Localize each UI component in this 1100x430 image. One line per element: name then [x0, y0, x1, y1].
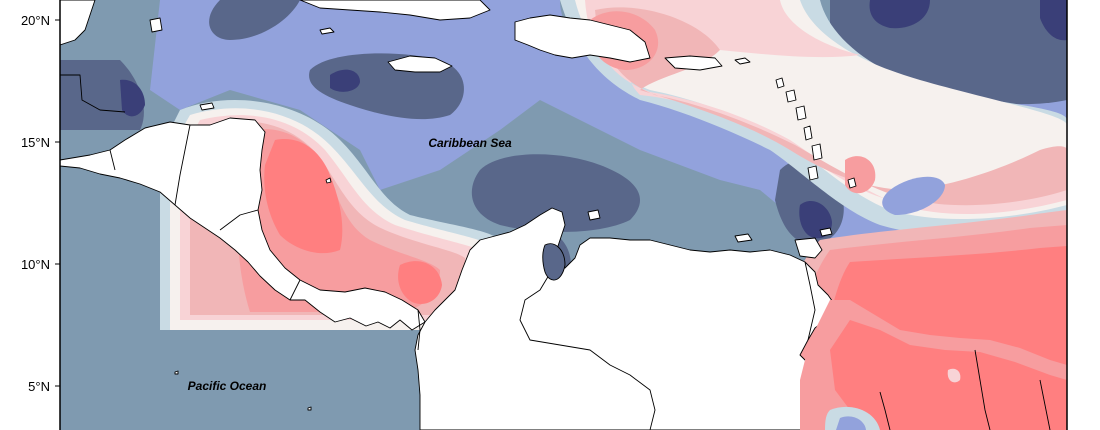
tick-label-20n: 20°N [21, 13, 50, 28]
island-antilles-3 [795, 105, 807, 121]
label-caribbean-sea: Caribbean Sea [428, 136, 512, 150]
island-antilles-1 [775, 77, 785, 89]
anomaly-overlay-guianas-light-patch [947, 368, 961, 383]
island-pacific-dot-2 [307, 406, 312, 411]
anomaly-zone-periwinkle-east-patch [882, 176, 945, 215]
latitude-axis: 20°N 15°N 10°N 5°N [21, 13, 60, 394]
tick-label-10n: 10°N [21, 257, 50, 272]
border-mexico-belize [60, 74, 126, 113]
lake-maracaibo-shore [542, 243, 566, 281]
border-guyana-suriname [879, 391, 891, 430]
anomaly-zone-dark-slate-east-honduras [60, 60, 144, 130]
anomaly-overlay-guianas-periwinkle-south [836, 416, 866, 430]
island-san-andres [325, 177, 332, 184]
border-suriname-french-guiana [974, 349, 991, 430]
island-antilles-4 [803, 125, 813, 141]
border-central-america-5 [417, 309, 421, 351]
island-cayman [319, 27, 335, 35]
island-puerto-rico [664, 55, 723, 71]
anomaly-zone-dark-slate-north-west [209, 0, 300, 40]
border-central-america-1 [109, 149, 116, 171]
island-antilles-2 [785, 89, 797, 103]
island-barbados [847, 177, 857, 189]
island-pacific-dot [174, 370, 179, 375]
border-central-america-4 [289, 279, 301, 301]
island-hispaniola [514, 14, 651, 63]
anomaly-zone-very-dark-blue-honduras [120, 79, 145, 117]
island-jamaica [387, 55, 453, 73]
anomaly-zone-very-dark-blue-cuba [330, 69, 360, 92]
anomaly-zone-coral-west [264, 139, 343, 254]
island-antilles-5 [811, 143, 823, 161]
anomaly-zone-very-dark-blue-northeast [869, 0, 930, 29]
island-bay-islands [199, 102, 215, 111]
anomaly-zone-coral-panama [398, 261, 442, 305]
anomaly-zone-very-dark-blue-far-northeast [1040, 0, 1067, 41]
island-virgin-islands [734, 57, 751, 65]
island-tobago [819, 227, 833, 237]
border-central-america-2 [174, 124, 191, 206]
border-venezuela-guyana [804, 261, 816, 341]
tick-label-15n: 15°N [21, 135, 50, 150]
map-frame [59, 0, 1068, 430]
label-pacific-ocean: Pacific Ocean [188, 379, 267, 393]
land-yucatan [60, 0, 96, 46]
island-cuba [299, 0, 491, 21]
border-colombia-venezuela [519, 269, 656, 430]
border-central-america-3 [219, 209, 259, 231]
island-trinidad [794, 237, 823, 259]
island-small-northwest [149, 17, 163, 33]
border-french-guiana-brazil [1039, 379, 1051, 430]
island-aruba-curacao [587, 209, 601, 221]
map-panel: Caribbean Sea Pacific Ocean [60, 0, 1067, 430]
lake-maracaibo [542, 243, 565, 281]
island-antilles-6 [807, 165, 819, 181]
island-margarita [734, 233, 753, 243]
tick-label-5n: 5°N [28, 379, 50, 394]
